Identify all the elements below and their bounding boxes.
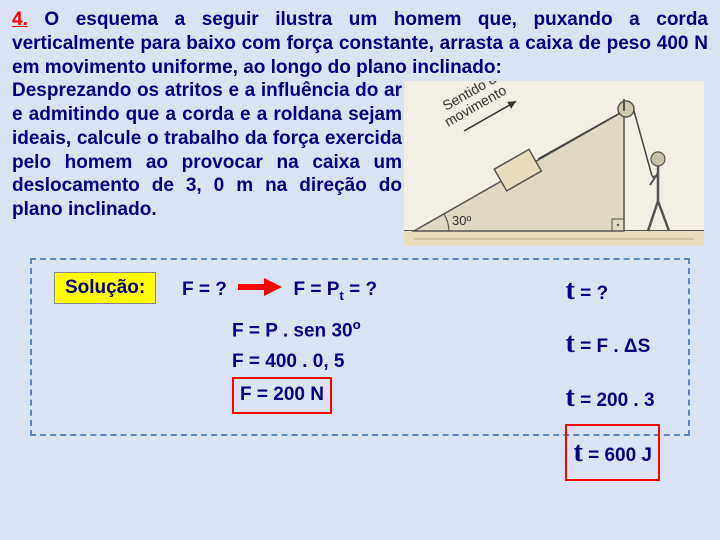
problem-intro-text: O esquema a seguir ilustra um homem que,… bbox=[12, 9, 708, 78]
f-line2: F = 400 . 0, 5 bbox=[232, 347, 361, 377]
f-unknown: F = ? bbox=[182, 279, 227, 300]
svg-text:30º: 30º bbox=[452, 213, 471, 228]
work-line3: t = 200 . 3 bbox=[565, 371, 660, 424]
work-line2: t = F . ΔS bbox=[565, 317, 660, 370]
problem-number: 4. bbox=[12, 9, 28, 30]
solution-box: Solução: F = ? F = Pt = ? F = P . sen 30… bbox=[30, 258, 690, 436]
problem-intro: 4. O esquema a seguir ilustra um homem q… bbox=[12, 8, 708, 79]
arrow-icon bbox=[238, 278, 282, 302]
problem-body: Desprezando os atritos e a influência do… bbox=[12, 79, 402, 222]
force-result-box: F = 200 N bbox=[232, 377, 332, 413]
f-pt: F = Pt = ? bbox=[293, 279, 377, 300]
inclined-plane-figure: 30º Se bbox=[404, 81, 704, 246]
work-calc: t = ? t = F . ΔS t = 200 . 3 t = 600 J bbox=[565, 264, 660, 481]
work-result-box: t = 600 J bbox=[565, 424, 660, 481]
solution-badge: Solução: bbox=[54, 272, 156, 304]
work-line1: t = ? bbox=[565, 264, 660, 317]
force-calc: F = P . sen 30o F = 400 . 0, 5 F = 200 N bbox=[232, 314, 361, 414]
f-line1: F = P . sen 30o bbox=[232, 314, 361, 347]
f-line3: F = 200 N bbox=[232, 377, 361, 413]
work-line4: t = 600 J bbox=[565, 424, 660, 481]
force-row: F = ? F = Pt = ? bbox=[182, 278, 377, 303]
